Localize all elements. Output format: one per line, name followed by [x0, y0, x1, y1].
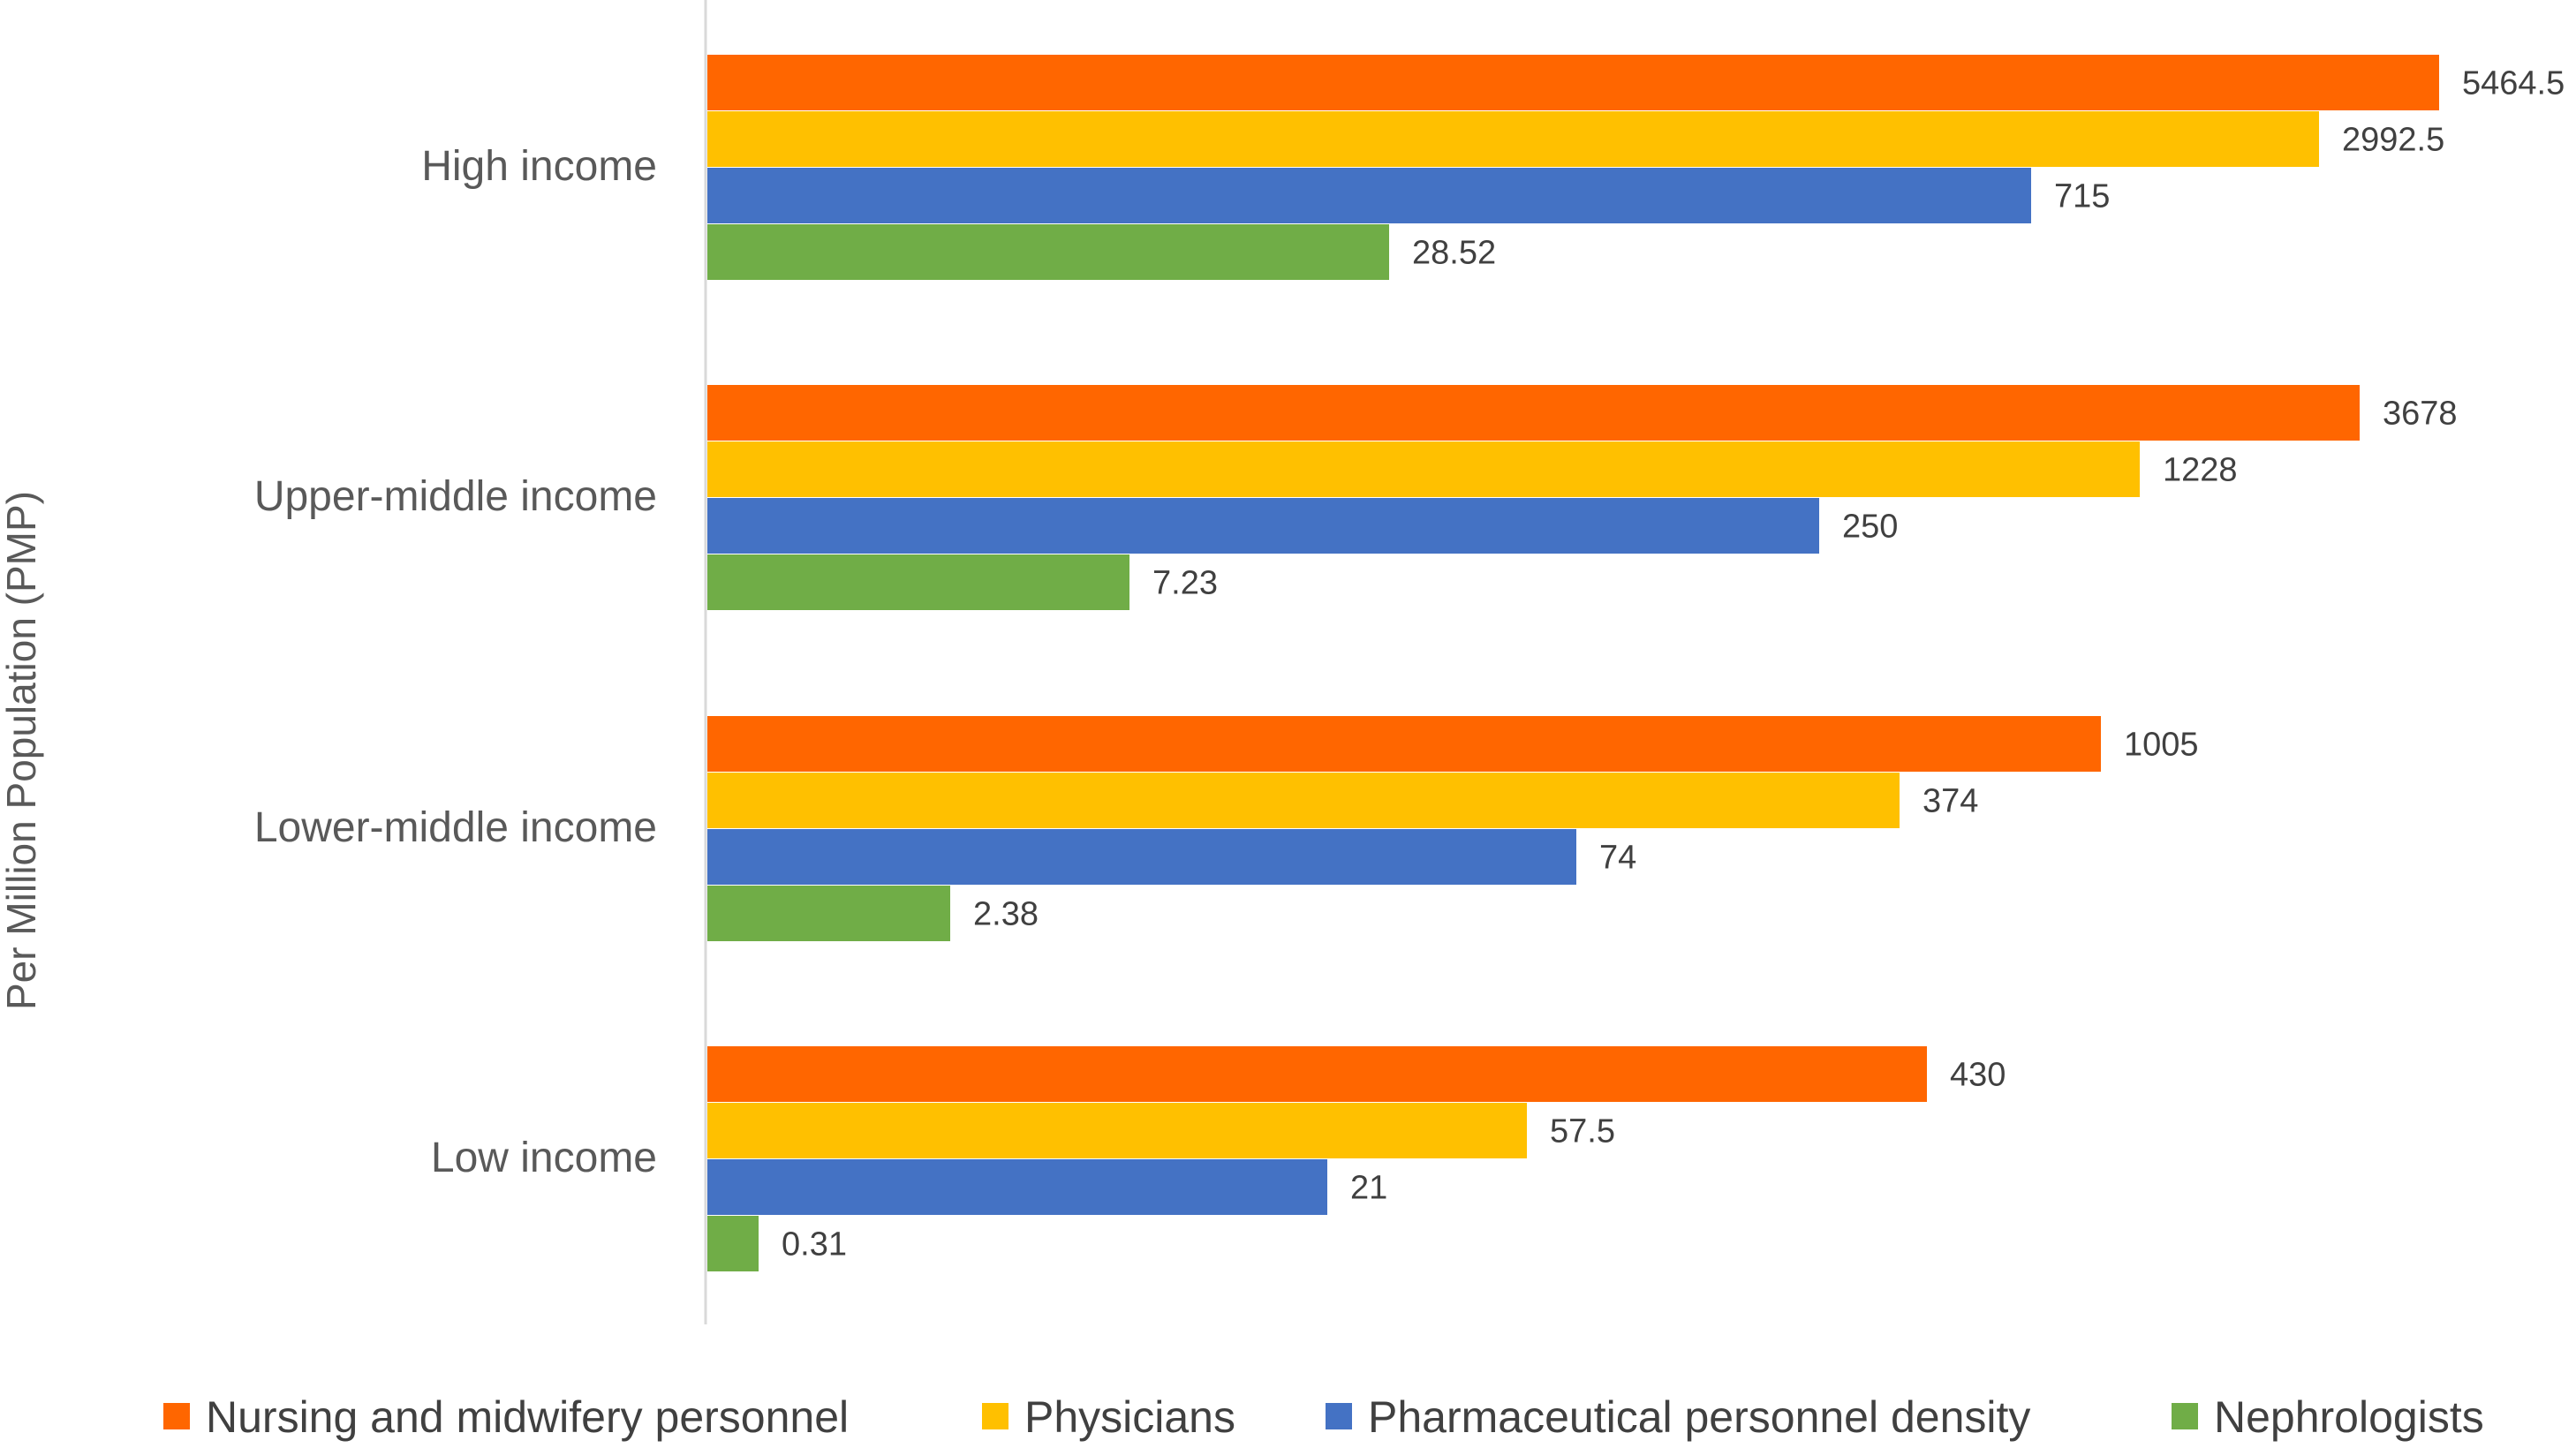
legend-swatch	[982, 1403, 1008, 1429]
data-label: 57.5	[1550, 1113, 1615, 1150]
data-label: 2.38	[973, 896, 1039, 933]
bar	[707, 168, 2031, 223]
bar	[707, 224, 1389, 280]
legend: Nursing and midwifery personnel Physician…	[163, 1392, 2484, 1442]
bar	[707, 886, 950, 941]
data-label: 1228	[2163, 452, 2238, 489]
legend-label: Nephrologists	[2214, 1392, 2484, 1442]
bar	[707, 498, 1819, 554]
category-label: Low income	[431, 1135, 657, 1181]
category-label: High income	[421, 143, 657, 190]
bar	[707, 55, 2439, 110]
data-label: 430	[1950, 1057, 2006, 1094]
bars-group: High income 5464.5 2992.5 715 28.52 Upper-mid…	[254, 55, 2565, 1271]
legend-label: Nursing and midwifery personnel	[206, 1392, 849, 1442]
data-label: 2992.5	[2342, 122, 2444, 159]
data-label: 5464.5	[2462, 65, 2565, 102]
bar	[707, 554, 1129, 610]
legend-swatch	[163, 1403, 190, 1429]
data-label: 21	[1350, 1170, 1387, 1207]
legend-swatch	[2172, 1403, 2198, 1429]
data-label: 715	[2054, 178, 2110, 215]
bar	[707, 829, 1576, 885]
bar	[707, 1216, 759, 1271]
data-label: 3678	[2383, 396, 2458, 433]
bar	[707, 1046, 1927, 1102]
data-label: 7.23	[1152, 565, 1218, 602]
data-label: 0.31	[782, 1226, 847, 1263]
data-label: 28.52	[1412, 235, 1496, 272]
legend-swatch	[1326, 1403, 1352, 1429]
bar	[707, 385, 2360, 441]
data-label: 1005	[2124, 727, 2199, 764]
bar	[707, 773, 1900, 828]
legend-label: Pharmaceutical personnel density	[1368, 1392, 2030, 1442]
y-axis-title: Per Million Population (PMP)	[0, 491, 44, 1010]
data-label: 374	[1923, 783, 1978, 820]
legend-label: Physicians	[1024, 1392, 1235, 1442]
bar	[707, 1159, 1327, 1215]
bar	[707, 1103, 1527, 1158]
category-label: Lower-middle income	[254, 804, 657, 851]
bar	[707, 716, 2101, 772]
bar	[707, 441, 2140, 497]
category-label: Upper-middle income	[254, 473, 657, 520]
data-label: 74	[1599, 840, 1636, 877]
bar	[707, 111, 2319, 167]
data-label: 250	[1842, 509, 1898, 546]
